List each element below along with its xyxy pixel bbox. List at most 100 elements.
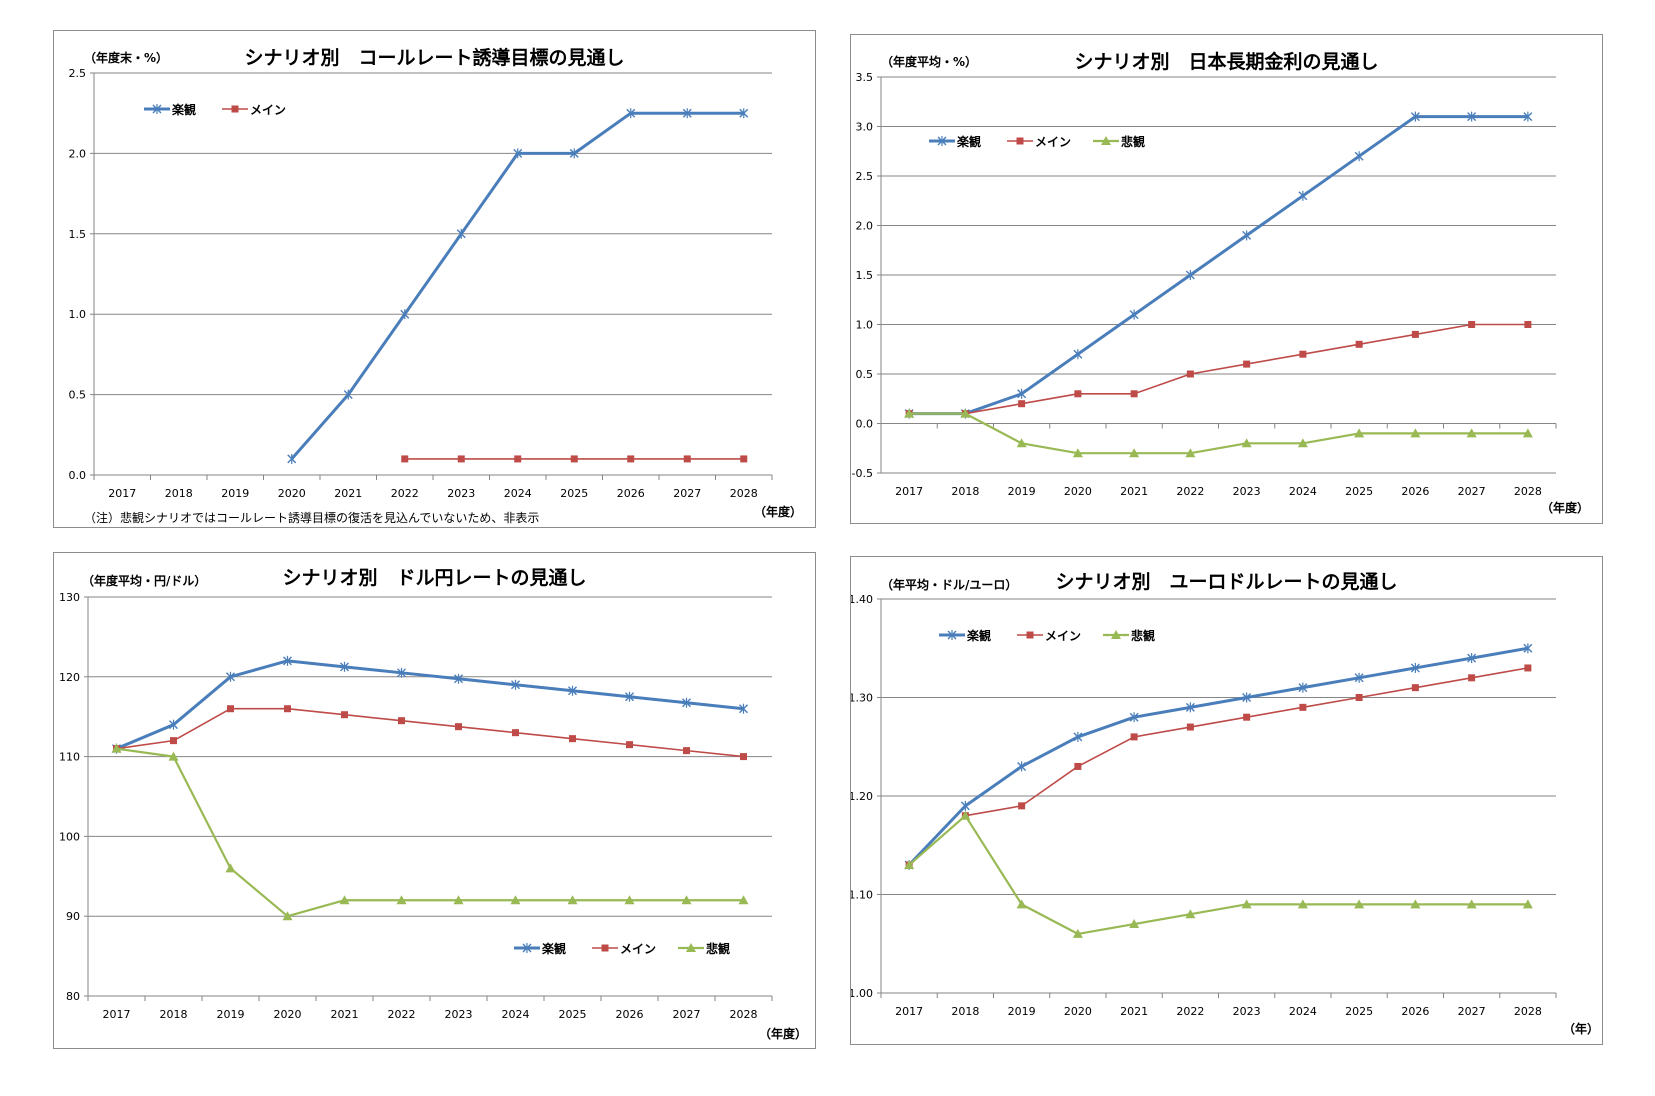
marker-rakkan (1185, 270, 1195, 280)
y-tick-label: 0.5 (856, 368, 874, 381)
x-tick-label: 2027 (1458, 1005, 1486, 1018)
y-tick-label: 2.0 (856, 220, 874, 233)
x-axis-unit: （年度） (754, 505, 803, 519)
marker-main (1016, 137, 1024, 145)
marker-main (1411, 684, 1419, 692)
x-tick-label: 2019 (1008, 485, 1036, 498)
marker-main (1243, 713, 1251, 721)
marker-main (455, 723, 462, 731)
marker-rakkan (397, 667, 406, 678)
marker-hikan (738, 895, 749, 905)
x-tick-label: 2019 (1008, 1005, 1036, 1018)
marker-hikan (1016, 438, 1027, 448)
y-tick-label: 130 (59, 591, 80, 604)
marker-hikan (1111, 630, 1121, 639)
marker-rakkan (682, 697, 691, 708)
y-tick-label: 1.30 (851, 692, 873, 705)
x-tick-label: 2022 (1176, 1005, 1204, 1018)
marker-main (1130, 390, 1138, 398)
jgb-yield-chart-panel: -0.5 0.0 0.5 1.0 1.5 2.0 2.5 3.0 3.5 2017 2018 2019… (850, 34, 1603, 524)
eurusd-chart-panel: 1.00 1.10 1.20 1.30 1.40 2017 2018 2019 2020 2021… (850, 556, 1603, 1045)
marker-rakkan (513, 148, 523, 159)
marker-hikan (453, 895, 464, 905)
marker-rakkan (1185, 702, 1195, 713)
series-line-main (908, 667, 1529, 866)
marker-rakkan (937, 136, 947, 146)
marker-main (740, 753, 747, 761)
marker-main (170, 737, 177, 745)
marker-rakkan (1467, 111, 1477, 122)
marker-hikan (1101, 136, 1111, 145)
y-tick-label: 3.5 (856, 71, 874, 84)
marker-main (627, 455, 635, 463)
marker-main (1468, 674, 1476, 682)
marker-main (740, 455, 748, 463)
marker-rakkan (226, 671, 235, 682)
x-tick-label: 2028 (730, 1008, 758, 1021)
marker-rakkan (1298, 190, 1308, 201)
series-line-hikan (116, 747, 744, 918)
x-tick-label: 2018 (160, 1008, 188, 1021)
marker-main (569, 735, 576, 743)
series-line-hikan (909, 412, 1528, 455)
marker-rakkan (626, 108, 636, 119)
marker-main (1524, 321, 1532, 328)
marker-hikan (1466, 899, 1477, 909)
marker-rakkan (511, 679, 520, 690)
x-axis-unit: （年度） (759, 1027, 808, 1041)
marker-rakkan (1410, 662, 1420, 673)
marker-rakkan (1129, 712, 1139, 723)
y-tick-label: 90 (66, 910, 80, 923)
marker-hikan (904, 408, 915, 418)
marker-main (626, 741, 633, 749)
marker-rakkan (340, 661, 349, 672)
y-tick-label: 1.5 (69, 228, 87, 241)
x-tick-label: 2023 (1233, 485, 1261, 498)
marker-rakkan (682, 108, 692, 119)
x-tick-label: 2022 (1176, 485, 1204, 498)
legend-label: メイン (1045, 629, 1081, 643)
x-tick-label: 2017 (108, 487, 136, 500)
marker-rakkan (343, 389, 353, 400)
series-line-rakkan (115, 659, 744, 751)
marker-hikan (282, 911, 293, 921)
marker-main (514, 455, 522, 463)
y-tick-label: 100 (59, 830, 80, 843)
legend-label: メイン (250, 103, 286, 117)
marker-rakkan (960, 800, 970, 811)
x-tick-label: 2017 (895, 1005, 923, 1018)
marker-rakkan (1242, 692, 1252, 703)
x-tick-label: 2025 (1345, 1005, 1373, 1018)
x-tick-label: 2024 (502, 1008, 530, 1021)
y-tick-label: 1.0 (69, 308, 87, 321)
marker-rakkan (568, 685, 577, 696)
marker-rakkan (739, 703, 748, 714)
marker-main (398, 717, 405, 725)
y-axis-unit: （年度平均・%） (881, 55, 978, 69)
chart-title: シナリオ別 ドル円レートの見通し (282, 567, 587, 589)
y-axis-unit: （年平均・ドル/ユーロ） (881, 578, 1018, 592)
marker-hikan (396, 895, 407, 905)
x-tick-label: 2022 (391, 487, 419, 500)
y-tick-label: 1.5 (856, 269, 874, 282)
marker-rakkan (454, 673, 463, 684)
x-tick-label: 2021 (334, 487, 362, 500)
marker-rakkan (1073, 349, 1083, 360)
y-tick-label: 1.40 (851, 593, 873, 606)
x-tick-label: 2027 (673, 1008, 701, 1021)
marker-main (1074, 762, 1082, 770)
y-tick-label: -0.5 (852, 467, 873, 480)
marker-main (570, 455, 578, 463)
marker-hikan (960, 810, 971, 820)
y-tick-label: 1.0 (856, 319, 874, 332)
marker-rakkan (1354, 151, 1364, 162)
marker-hikan (686, 943, 696, 952)
x-tick-label: 2026 (616, 1008, 644, 1021)
marker-rakkan (1467, 653, 1477, 664)
legend-label: 楽観 (957, 134, 981, 149)
x-tick-label: 2024 (504, 487, 532, 500)
legend-label: 悲観 (1131, 628, 1155, 643)
x-tick-label: 2027 (1458, 485, 1486, 498)
chart-note: （注）悲観シナリオではコールレート誘導目標の復活を見込んでいないため、非表示 (84, 511, 540, 525)
marker-hikan (1297, 438, 1308, 448)
